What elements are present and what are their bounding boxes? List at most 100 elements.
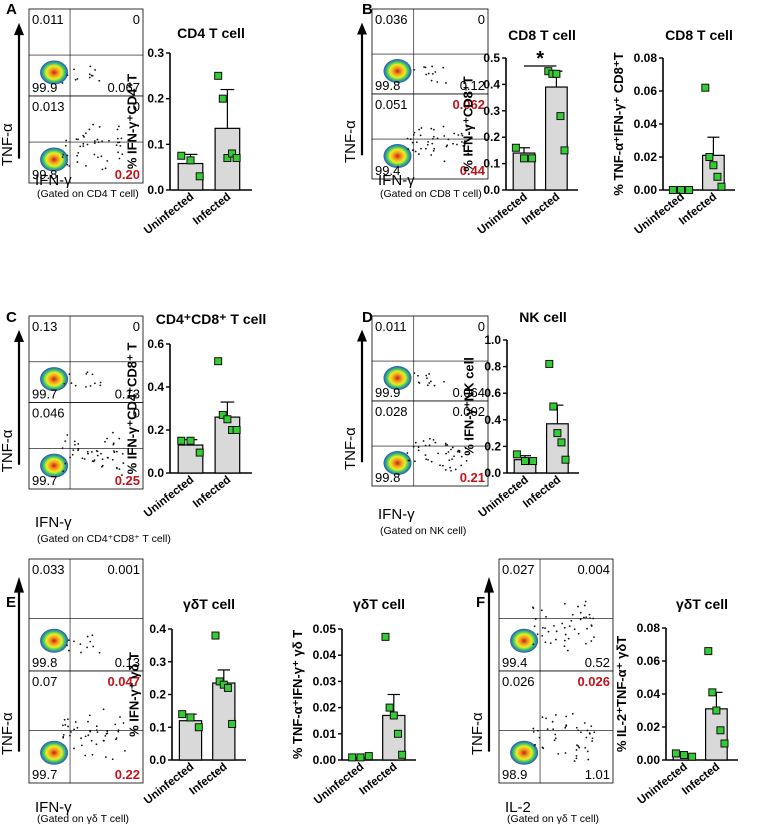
event-dot: [465, 459, 468, 462]
chart-title-A: CD4 T cell: [177, 25, 245, 41]
data-point-A: [218, 94, 227, 103]
event-dot: [70, 382, 73, 385]
event-dot: [104, 735, 107, 737]
quadrant-value-lower-right-C-top: 0.13: [115, 387, 140, 402]
event-dot: [62, 470, 65, 473]
event-dot: [553, 624, 555, 627]
event-dot: [417, 374, 419, 377]
event-dot: [95, 450, 98, 452]
event-dot: [115, 738, 117, 741]
y-tick-label-B: 0.2: [483, 130, 500, 144]
gating-label-F: (Gated on γδ T cell): [507, 813, 599, 825]
event-dot: [434, 441, 437, 444]
event-dot: [588, 732, 591, 734]
event-dot: [551, 720, 554, 723]
y-axis-title-E: % IFN-γ⁺ γδ T: [127, 652, 142, 737]
event-dot: [549, 642, 552, 645]
event-dot: [570, 619, 573, 622]
y-tick-label-E2: 0.02: [313, 701, 337, 715]
gating-label-E: (Gated on γδ T cell): [37, 813, 129, 825]
event-dot: [63, 718, 66, 721]
density-blob-D-top: [383, 366, 412, 391]
event-dot: [66, 163, 69, 166]
event-dot: [585, 616, 588, 619]
event-dot: [101, 168, 104, 171]
data-point-D: [561, 455, 570, 464]
gating-label-C: (Gated on CD4⁺CD8⁺ T cell): [37, 533, 171, 545]
event-dot: [93, 140, 96, 142]
bar-chart-A: CD4 T cell 0.0 0.1 0.2 0.3 % IFN-γ⁺CD4⁺T Uninf…: [125, 25, 252, 237]
event-dot: [73, 728, 76, 731]
event-dot: [577, 745, 580, 748]
event-dot: [532, 607, 535, 610]
event-dot: [427, 72, 430, 75]
event-dot: [420, 147, 422, 150]
y-tick-label-B: 0.4: [483, 77, 500, 91]
y-axis-title-E2: % TNF-α⁺IFN-γ⁺ γδ T: [290, 630, 305, 759]
event-dot: [593, 731, 596, 734]
event-dot: [111, 458, 114, 461]
event-dot: [406, 452, 409, 454]
panel-letter-B: B: [362, 1, 373, 18]
category-label-A: Infected: [191, 191, 233, 228]
data-point-F: [716, 726, 725, 735]
event-dot: [436, 81, 439, 83]
quadrant-value-upper-right-A-bottom: 0: [133, 99, 140, 114]
event-dot: [415, 141, 418, 144]
event-dot: [67, 718, 69, 721]
y-tick-label-A: 0.3: [147, 46, 164, 60]
event-dot: [450, 448, 452, 451]
event-dot: [113, 451, 116, 454]
event-dot: [89, 640, 92, 643]
data-point-B: [511, 143, 520, 152]
y-tick-label-F: 0.04: [637, 687, 661, 701]
event-dot: [101, 458, 104, 461]
event-dot: [541, 716, 544, 719]
event-dot: [122, 462, 125, 464]
event-dot: [533, 625, 536, 628]
event-dot: [94, 69, 96, 71]
event-dot: [444, 444, 447, 446]
event-dot: [119, 145, 122, 147]
event-dot: [591, 740, 594, 742]
event-dot: [88, 714, 91, 717]
event-dot: [540, 609, 543, 612]
event-dot: [82, 134, 85, 137]
quadrant-value-lower-right-D-top: 0.064: [452, 385, 485, 400]
event-dot: [452, 142, 454, 145]
event-dot: [93, 382, 96, 385]
event-dot: [118, 468, 121, 471]
category-label-A: Uninfected: [142, 191, 196, 237]
event-dot: [462, 144, 465, 147]
event-dot: [84, 132, 87, 135]
event-dot: [445, 452, 448, 455]
event-dot: [439, 464, 441, 467]
event-dot: [575, 755, 578, 757]
event-dot: [118, 125, 120, 128]
event-dot: [95, 729, 98, 732]
event-dot: [100, 452, 102, 455]
event-dot: [430, 127, 433, 130]
event-dot: [532, 643, 535, 646]
quadrant-value-lower-left-E-bottom: 99.7: [32, 767, 57, 782]
data-point-B2: [709, 161, 718, 170]
event-dot: [453, 132, 456, 135]
category-label-F: Uninfected: [636, 761, 690, 807]
event-dot: [93, 459, 96, 462]
panel-letter-C: C: [6, 309, 17, 326]
x-axis-label-B: IFN-γ: [378, 172, 415, 189]
event-dot: [121, 474, 123, 476]
quadrant-value-lower-left-B-top: 99.8: [375, 78, 400, 93]
data-point-F: [680, 751, 688, 760]
quadrant-value-lower-left-E-top: 99.8: [32, 655, 57, 670]
event-dot: [427, 458, 429, 461]
event-dot: [95, 725, 98, 728]
bar-infected-B: [544, 86, 568, 191]
event-dot: [431, 72, 434, 75]
event-dot: [565, 725, 567, 728]
event-dot: [448, 459, 451, 462]
data-point-C: [186, 436, 195, 445]
event-dot: [85, 372, 88, 375]
event-dot: [451, 446, 454, 449]
